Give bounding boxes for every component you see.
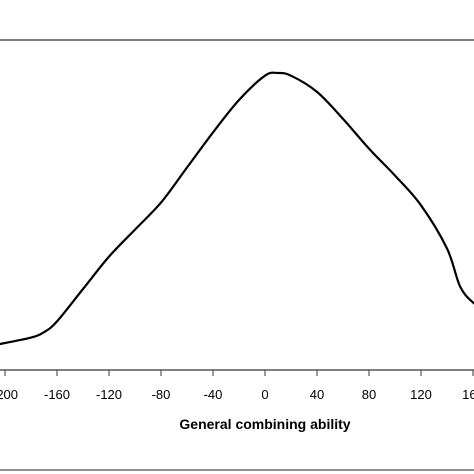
x-tick-label: 80 <box>362 387 376 402</box>
x-tick-label: -120 <box>96 387 122 402</box>
x-tick-label: -160 <box>44 387 70 402</box>
x-axis-title: General combining ability <box>179 416 350 432</box>
x-tick-label: -200 <box>0 387 18 402</box>
x-tick-label: -40 <box>204 387 223 402</box>
x-tick-label: 0 <box>261 387 268 402</box>
x-tick-label: -80 <box>152 387 171 402</box>
series-line-0 <box>0 71 474 346</box>
x-tick-label: 160 <box>462 387 474 402</box>
x-tick-label: 120 <box>410 387 432 402</box>
x-tick-label: 40 <box>310 387 324 402</box>
plot-area <box>0 39 474 371</box>
